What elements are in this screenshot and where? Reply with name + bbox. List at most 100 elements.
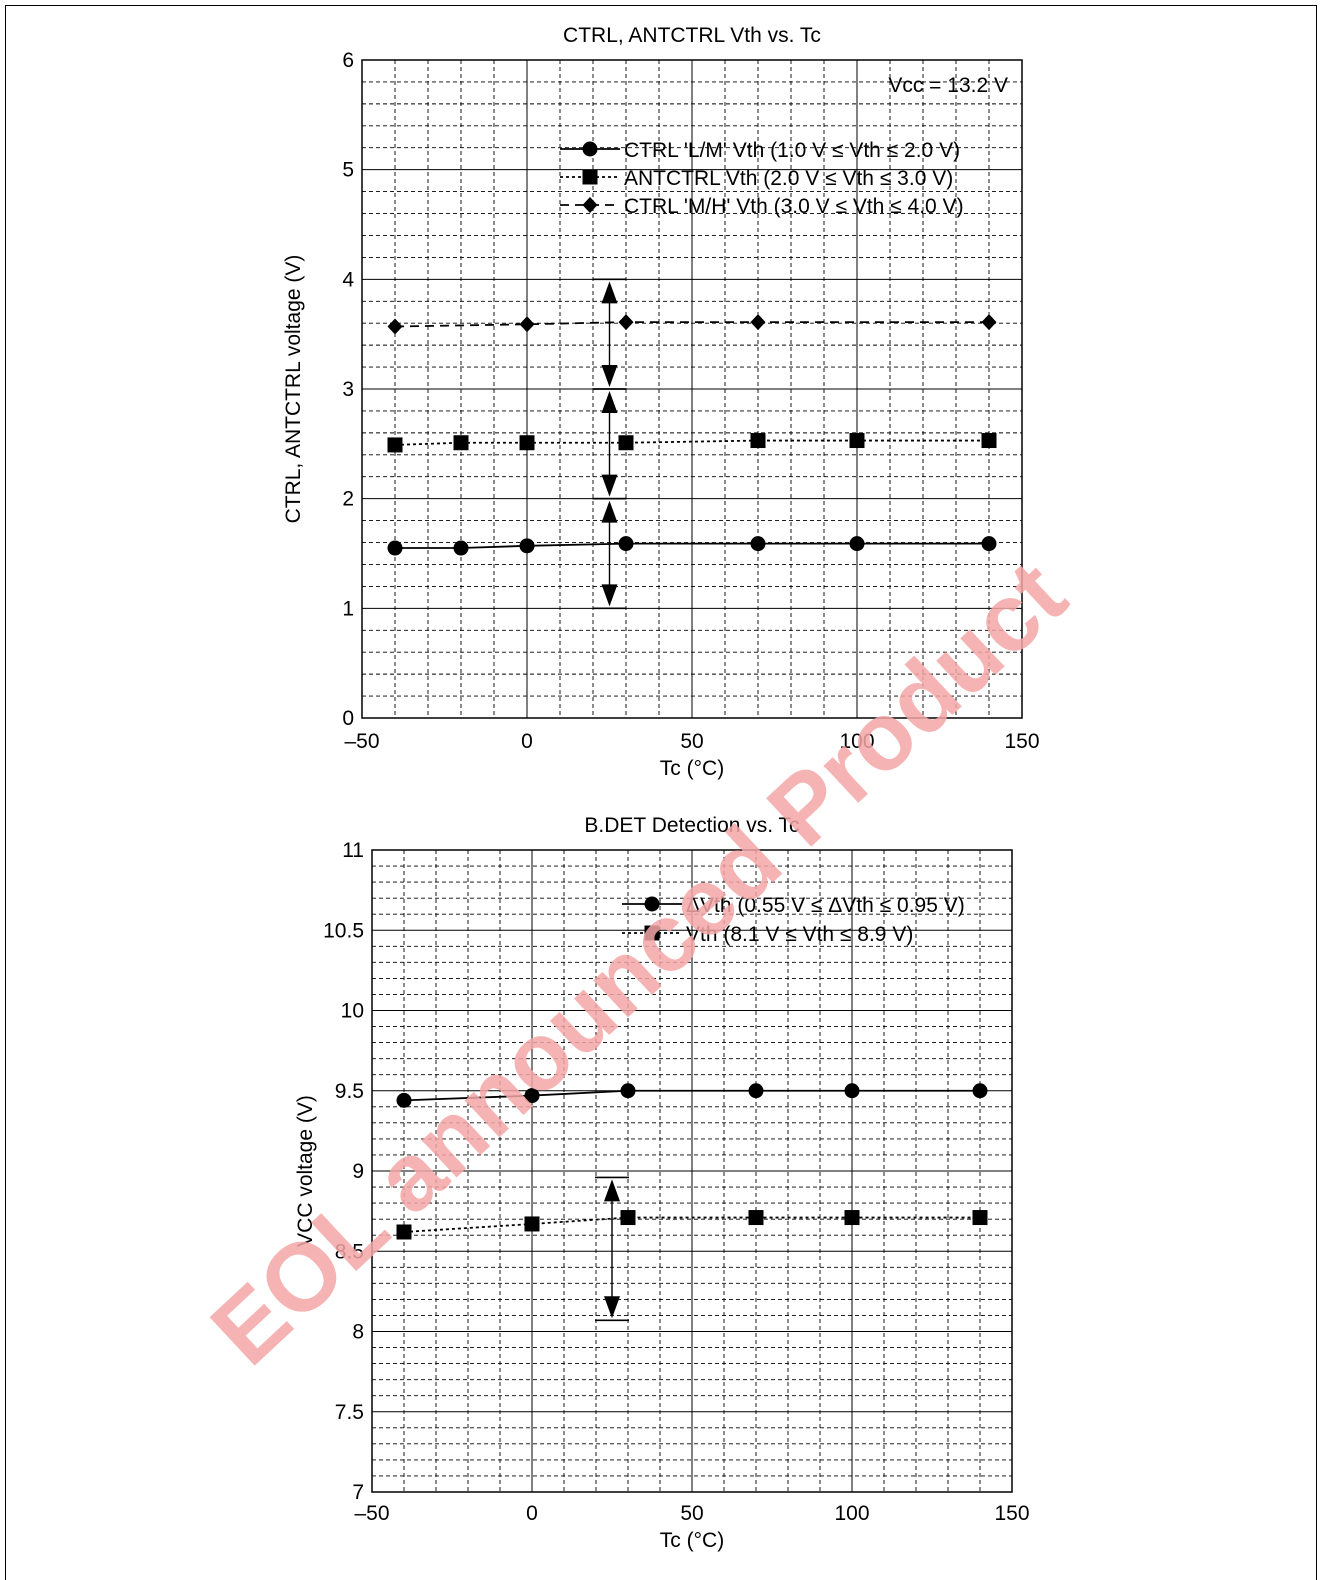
legend: CTRL 'L/M' Vth (1.0 V ≤ Vth ≤ 2.0 V) ANTC… xyxy=(560,139,964,218)
legend: ΔVth (0.55 V ≤ ΔVth ≤ 0.95 V) Vth (8.1 V … xyxy=(622,894,965,946)
series-2 xyxy=(387,433,997,453)
data-point xyxy=(387,540,403,556)
data-point xyxy=(387,318,403,335)
data-point xyxy=(981,536,997,552)
legend-marker xyxy=(644,925,660,941)
data-point xyxy=(750,536,766,552)
y-axis-label: VCC voltage (V) xyxy=(294,1095,317,1247)
x-tick-label: 50 xyxy=(680,1502,703,1525)
x-tick-label: 100 xyxy=(834,1502,869,1525)
y-tick-label: 11 xyxy=(342,839,364,862)
data-point xyxy=(620,1210,636,1226)
x-tick-label: 100 xyxy=(839,730,874,753)
x-tick-label: 50 xyxy=(680,730,703,753)
series-line xyxy=(403,1216,980,1233)
x-axis-label: Tc (°C) xyxy=(660,1529,724,1552)
x-tick-label: 0 xyxy=(521,730,533,753)
data-point xyxy=(981,433,997,449)
data-point xyxy=(618,435,634,451)
legend-marker xyxy=(644,896,660,912)
data-point xyxy=(849,433,865,449)
grid xyxy=(372,850,1012,1492)
y-tick-label: 2 xyxy=(342,488,354,511)
y-axis-label: CTRL, ANTCTRL voltage (V) xyxy=(282,255,305,524)
page-frame xyxy=(5,5,1317,1580)
data-point xyxy=(396,1224,412,1240)
data-point xyxy=(618,536,634,552)
grid xyxy=(362,60,1022,718)
data-point xyxy=(844,1083,860,1099)
data-point xyxy=(387,437,403,453)
plot-frame xyxy=(361,59,1023,719)
data-point xyxy=(524,1216,540,1232)
arrowhead-icon xyxy=(601,281,618,304)
legend-entry: CTRL 'L/M' Vth (1.0 V ≤ Vth ≤ 2.0 V) xyxy=(624,139,960,162)
data-point xyxy=(750,314,766,331)
data-point xyxy=(748,1083,764,1099)
data-point xyxy=(453,435,469,451)
chart-title: B.DET Detection vs. Tc xyxy=(584,814,799,837)
y-tick-label: 8 xyxy=(352,1321,364,1344)
series-line xyxy=(403,1089,980,1102)
legend-entry: ΔVth (0.55 V ≤ ΔVth ≤ 0.95 V) xyxy=(686,894,965,917)
plot-frame xyxy=(371,849,1013,1493)
arrowhead-icon xyxy=(601,584,618,607)
y-tick-label: 7.5 xyxy=(335,1401,364,1424)
data-point xyxy=(618,314,634,331)
y-tick-label: 6 xyxy=(342,49,354,72)
data-point xyxy=(748,1210,764,1226)
y-tick-label: 4 xyxy=(342,268,354,291)
data-point xyxy=(972,1210,988,1226)
x-tick-label: –50 xyxy=(354,1502,389,1525)
y-tick-label: 0 xyxy=(342,707,354,730)
legend-entry: CTRL 'M/H' Vth (3.0 V ≤ Vth ≤ 4.0 V) xyxy=(624,195,964,218)
data-point xyxy=(750,433,766,449)
data-point xyxy=(981,314,997,331)
data-point xyxy=(396,1092,412,1108)
series-2 xyxy=(396,1210,988,1240)
y-tick-label: 8.5 xyxy=(335,1240,364,1263)
arrowhead-icon xyxy=(601,365,618,387)
arrowhead-icon xyxy=(604,1296,620,1319)
arrowhead-icon xyxy=(601,474,618,497)
watermark-text: EOL announced Product xyxy=(191,541,1086,1386)
y-tick-label: 1 xyxy=(342,597,354,620)
x-tick-label: 0 xyxy=(526,1502,538,1525)
y-tick-label: 10.5 xyxy=(323,919,364,942)
y-tick-label: 9.5 xyxy=(335,1080,364,1103)
data-point xyxy=(453,540,469,556)
data-point xyxy=(519,435,535,451)
y-tick-label: 9 xyxy=(352,1160,364,1183)
y-tick-label: 3 xyxy=(342,378,354,401)
y-tick-label: 10 xyxy=(341,1000,364,1023)
chart-1: CTRL, ANTCTRL Vth vs. Tc–50 0 50 100 1500123… xyxy=(282,24,1040,780)
arrowhead-icon xyxy=(601,391,618,413)
chart-title: CTRL, ANTCTRL Vth vs. Tc xyxy=(563,24,821,47)
legend-marker xyxy=(582,141,598,157)
legend-entry: Vth (8.1 V ≤ Vth ≤ 8.9 V) xyxy=(686,923,913,946)
series-1 xyxy=(396,1083,988,1108)
data-point xyxy=(844,1210,860,1226)
arrowhead-icon xyxy=(601,500,618,523)
data-point xyxy=(519,316,535,333)
x-axis-label: Tc (°C) xyxy=(660,757,724,780)
y-tick-label: 5 xyxy=(342,159,354,182)
legend-entry: ANTCTRL Vth (2.0 V ≤ Vth ≤ 3.0 V) xyxy=(624,167,953,190)
data-point xyxy=(524,1088,540,1104)
condition-annotation: Vcc = 13.2 V xyxy=(888,74,1008,97)
x-tick-label: 150 xyxy=(994,1502,1029,1525)
series-1 xyxy=(387,536,997,556)
data-point xyxy=(620,1083,636,1099)
spec-ranges xyxy=(592,278,627,610)
x-tick-label: 150 xyxy=(1004,730,1039,753)
data-point xyxy=(519,538,535,554)
data-point xyxy=(972,1083,988,1099)
legend-marker xyxy=(582,197,598,213)
arrowhead-icon xyxy=(604,1179,620,1202)
y-tick-label: 7 xyxy=(352,1481,364,1504)
chart-2: B.DET Detection vs. Tc –50 0 50 100 150 7 7.5 8 8… xyxy=(294,814,1030,1552)
legend-marker xyxy=(582,169,598,185)
series-3 xyxy=(387,314,997,335)
x-tick-label: –50 xyxy=(344,730,379,753)
